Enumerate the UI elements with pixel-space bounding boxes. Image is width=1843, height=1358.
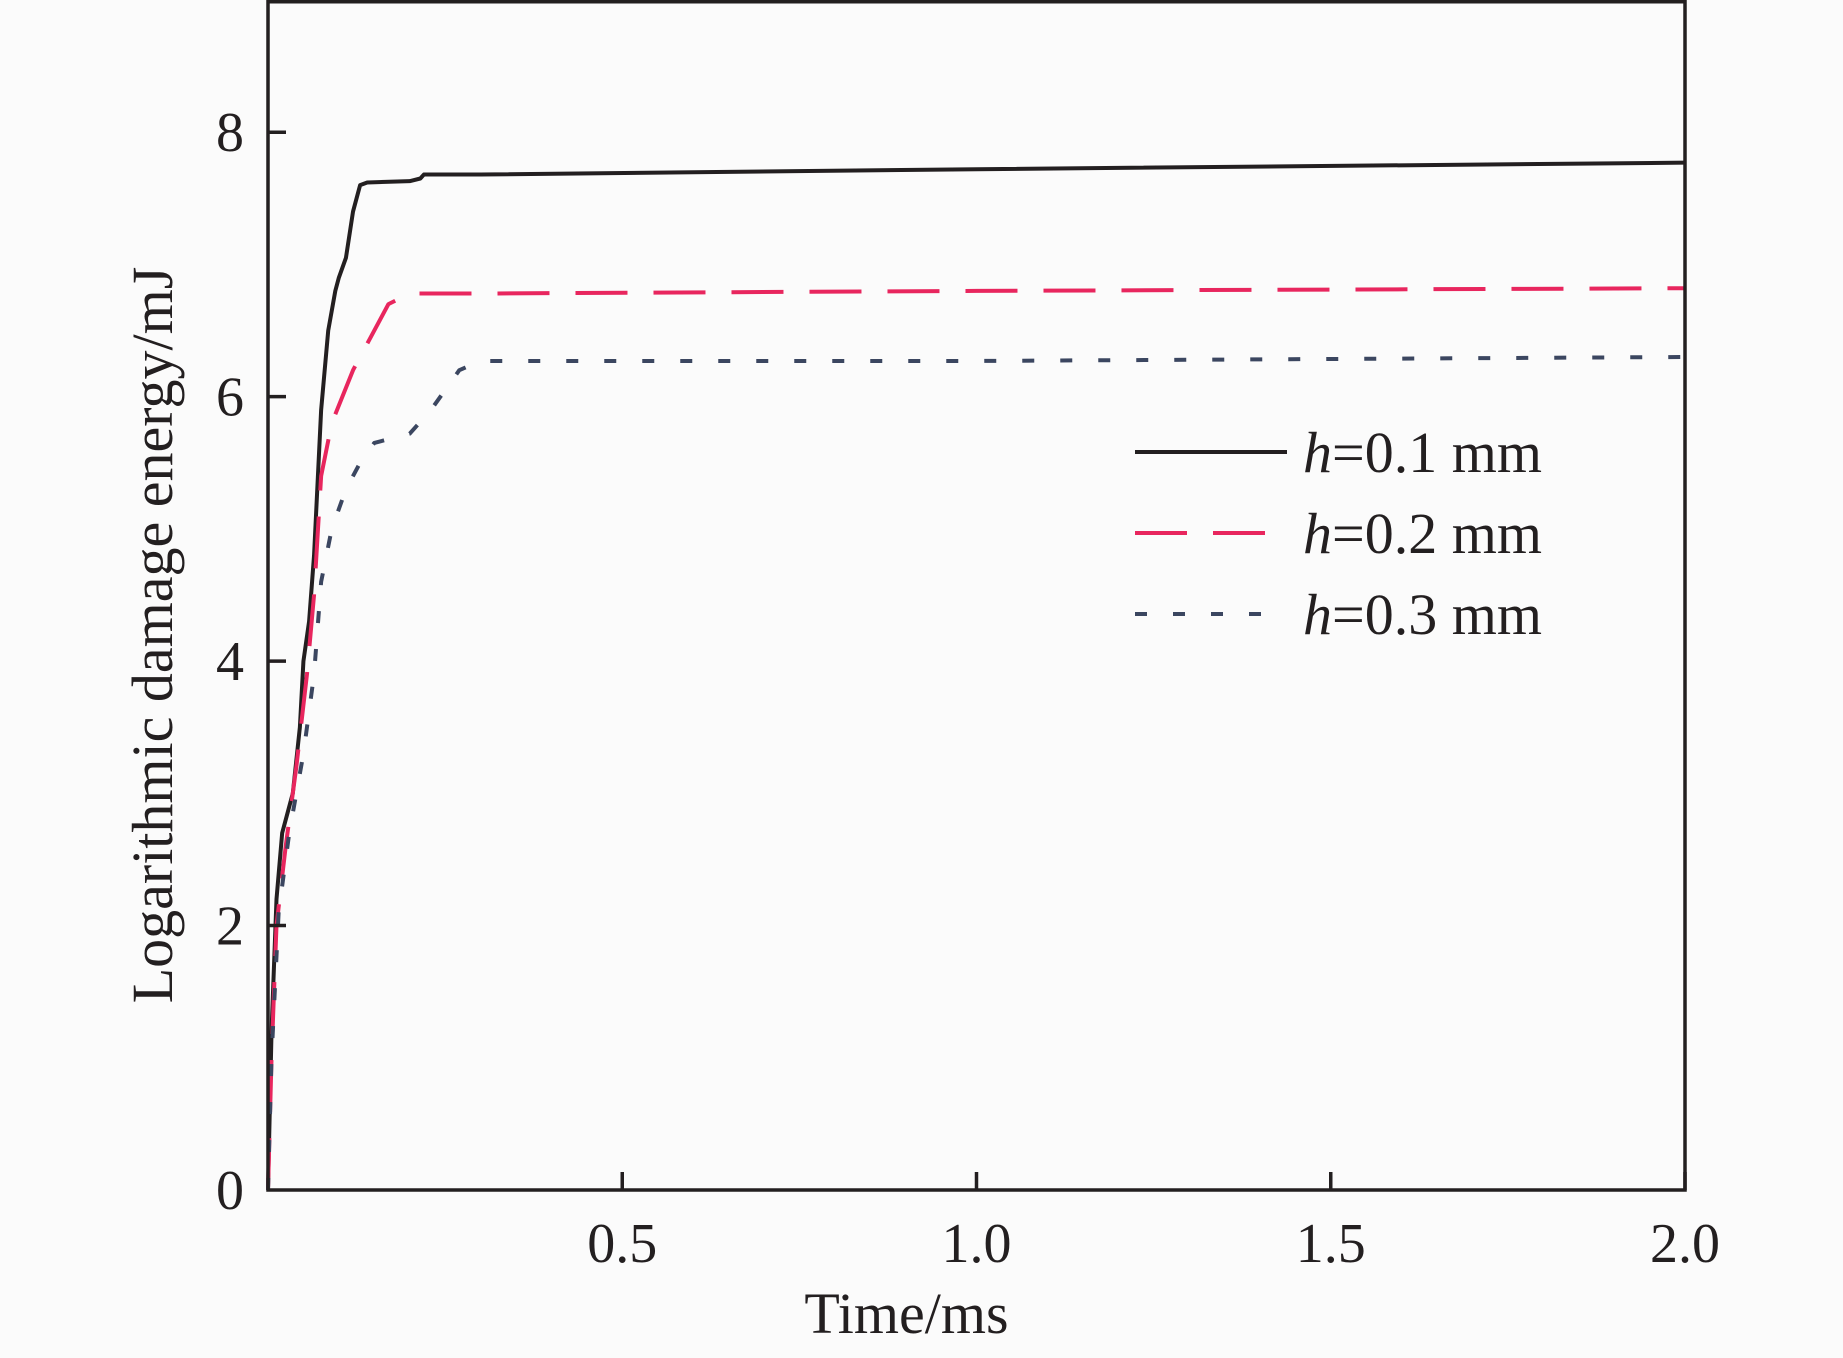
x-tick-label: 1.5	[1296, 1213, 1366, 1275]
x-axis-title: Time/ms	[804, 1281, 1008, 1346]
series-line-2	[266, 286, 1686, 1191]
legend-label: h=0.2 mm	[1303, 501, 1542, 566]
series-line-1	[266, 160, 1686, 1191]
x-tick-label: 2.0	[1650, 1213, 1720, 1275]
series-layer	[266, 160, 1686, 1191]
x-tick-label: 1.0	[942, 1213, 1012, 1275]
ticks-layer: 0.5 1.0 1.5 2.0 0 2 4 6 8	[216, 102, 1720, 1275]
y-tick-label: 6	[216, 367, 244, 429]
y-tick-label: 8	[216, 102, 244, 164]
x-tick-label: 0.5	[587, 1213, 657, 1275]
y-tick-label: 4	[216, 631, 244, 693]
legend-label: h=0.1 mm	[1303, 420, 1542, 485]
y-tick-label: 0	[216, 1160, 244, 1222]
y-axis-title: Logarithmic damage energy/mJ	[120, 267, 185, 1004]
legend: h=0.1 mm h=0.2 mm h=0.3 mm	[1135, 420, 1542, 647]
legend-label: h=0.3 mm	[1303, 582, 1542, 647]
y-tick-label: 2	[216, 896, 244, 958]
